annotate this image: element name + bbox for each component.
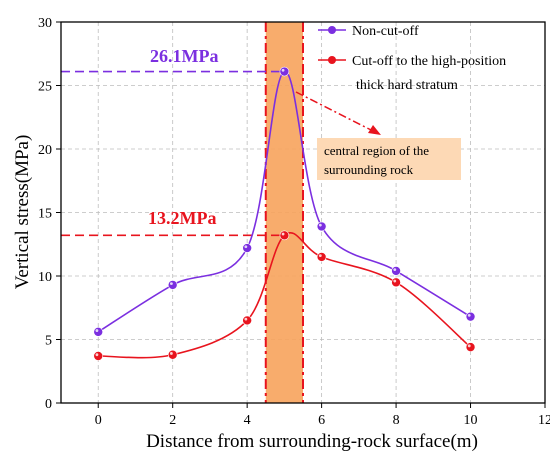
data-point-marker xyxy=(465,311,476,322)
region-arrow-head xyxy=(368,125,381,135)
data-point-highlight xyxy=(318,254,322,258)
data-point-marker xyxy=(242,315,252,326)
data-point-highlight xyxy=(244,245,248,249)
data-point-highlight xyxy=(318,223,322,227)
data-point-marker xyxy=(93,327,104,337)
data-point xyxy=(279,230,290,241)
data-point-marker xyxy=(93,351,104,361)
data-point xyxy=(242,243,252,253)
data-point-highlight xyxy=(393,279,397,283)
y-tick-label: 5 xyxy=(45,334,52,349)
y-tick-label: 10 xyxy=(38,270,52,285)
legend-label-cutoff-line2: thick hard stratum xyxy=(356,78,458,93)
legend: Non-cut-off Cut-off to the high-position… xyxy=(318,24,506,93)
data-point-highlight xyxy=(169,352,173,355)
data-point xyxy=(465,311,476,322)
y-tick-label: 20 xyxy=(38,143,52,158)
data-point-marker xyxy=(279,66,290,77)
data-point-marker xyxy=(316,221,327,232)
peak-label-cutoff: 13.2MPa xyxy=(148,208,216,228)
data-point-marker xyxy=(167,280,178,290)
data-point-highlight xyxy=(281,232,285,236)
data-point xyxy=(279,66,290,77)
x-tick-label: 10 xyxy=(464,413,478,428)
highlight-band-layer xyxy=(264,22,304,403)
peak-guide-layer xyxy=(61,70,285,237)
region-note-box xyxy=(317,138,461,180)
data-point-marker xyxy=(391,277,401,288)
legend-label-cutoff-line1: Cut-off to the high-position xyxy=(352,54,506,69)
data-point-highlight xyxy=(244,317,248,321)
data-point-marker xyxy=(279,230,290,241)
data-point xyxy=(316,252,327,262)
data-point-marker xyxy=(316,252,327,262)
x-axis-label: Distance from surrounding-rock surface(m… xyxy=(146,431,478,452)
data-point xyxy=(167,349,178,360)
data-point-marker xyxy=(391,266,401,276)
data-point-marker xyxy=(242,243,252,253)
data-point-highlight xyxy=(281,68,285,72)
region-note-line1: central region of the xyxy=(324,143,429,158)
data-point-marker xyxy=(465,342,476,352)
data-point-highlight xyxy=(467,313,471,317)
y-tick-label: 0 xyxy=(45,397,52,412)
data-point xyxy=(167,280,178,290)
y-axis-label: Vertical stress(MPa) xyxy=(12,135,33,290)
region-note-line2: surrounding rock xyxy=(324,162,414,177)
data-point-highlight xyxy=(393,268,397,272)
y-tick-label: 15 xyxy=(38,207,52,222)
peak-label-noncutoff: 26.1MPa xyxy=(150,46,218,66)
x-tick-label: 6 xyxy=(318,413,325,428)
data-point xyxy=(316,221,327,232)
data-point-highlight xyxy=(95,353,99,357)
y-tick-label: 25 xyxy=(38,80,52,95)
data-point-highlight xyxy=(169,282,173,285)
axis-layer xyxy=(56,21,546,408)
data-point xyxy=(391,266,401,276)
x-tick-label: 8 xyxy=(393,413,400,428)
x-tick-label: 0 xyxy=(95,413,102,428)
data-point-highlight xyxy=(467,344,471,348)
legend-swatch-marker-cutoff xyxy=(328,56,336,64)
data-point xyxy=(465,342,476,352)
legend-label-noncutoff: Non-cut-off xyxy=(352,24,419,39)
data-point-marker xyxy=(167,349,178,360)
series-layer xyxy=(93,66,476,361)
region-annotation: central region of the surrounding rock xyxy=(295,91,461,180)
x-tick-label: 12 xyxy=(538,413,550,428)
data-point xyxy=(93,327,104,337)
data-point-highlight xyxy=(95,329,99,332)
highlight-band xyxy=(265,22,303,403)
y-tick-label: 30 xyxy=(38,16,52,31)
data-point xyxy=(391,277,401,288)
x-tick-label: 4 xyxy=(244,413,251,428)
region-arrow-line xyxy=(295,91,376,133)
data-point xyxy=(93,351,104,361)
tick-label-layer: 0 2 4 6 8 10 12 0 5 10 15 20 25 30 xyxy=(38,16,550,428)
legend-swatch-marker-noncutoff xyxy=(328,26,336,34)
x-tick-label: 2 xyxy=(169,413,176,428)
data-point xyxy=(242,315,252,326)
